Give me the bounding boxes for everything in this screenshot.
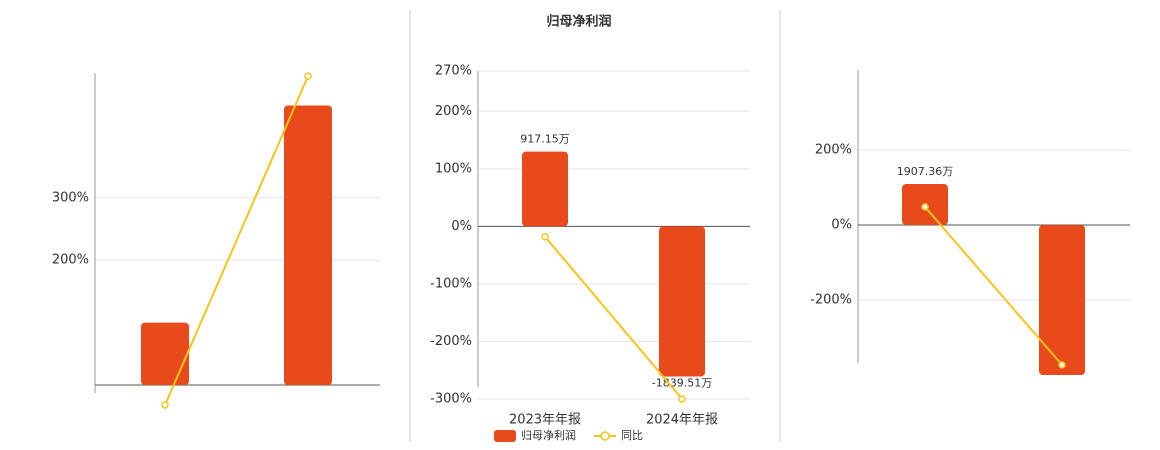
y-tick-label: 0% bbox=[451, 219, 472, 234]
line-point bbox=[304, 72, 312, 80]
legend-swatch bbox=[600, 431, 610, 441]
value-label: 917.15万 bbox=[520, 133, 570, 146]
y-tick-label: 100% bbox=[435, 161, 472, 176]
value-label: -1839.51万 bbox=[652, 377, 712, 390]
x-tick-label: 2023年年报 bbox=[509, 413, 581, 428]
bar bbox=[1039, 224, 1085, 375]
y-tick-label: -200% bbox=[430, 334, 472, 349]
line-point bbox=[921, 203, 929, 211]
bar bbox=[659, 226, 705, 377]
bar bbox=[141, 322, 189, 386]
y-tick-label: -300% bbox=[430, 392, 472, 407]
chart-title: 归母净利润 bbox=[546, 14, 611, 30]
y-tick-label: 0% bbox=[831, 217, 852, 232]
bar bbox=[522, 151, 568, 227]
value-label: 1907.36万 bbox=[897, 165, 954, 178]
line-point bbox=[541, 232, 549, 241]
line-point bbox=[1058, 361, 1066, 369]
legend-label: 归母净利润 bbox=[521, 428, 576, 442]
line bbox=[924, 206, 1063, 366]
y-tick-label: -100% bbox=[430, 276, 472, 291]
x-tick-label: 2024年年报 bbox=[646, 413, 718, 428]
line bbox=[164, 75, 309, 406]
y-tick-label: 200% bbox=[52, 253, 89, 268]
y-tick-label: 200% bbox=[815, 142, 852, 157]
y-tick-label: 300% bbox=[52, 190, 89, 205]
y-tick-label: 200% bbox=[435, 104, 472, 119]
legend-swatch bbox=[494, 430, 516, 442]
line-point bbox=[161, 401, 169, 409]
y-tick-label: 270% bbox=[435, 64, 472, 79]
line-point bbox=[678, 395, 686, 403]
y-tick-label: -200% bbox=[810, 292, 852, 307]
legend-label: 同比 bbox=[621, 429, 643, 442]
line bbox=[544, 236, 683, 400]
bar bbox=[284, 105, 332, 386]
